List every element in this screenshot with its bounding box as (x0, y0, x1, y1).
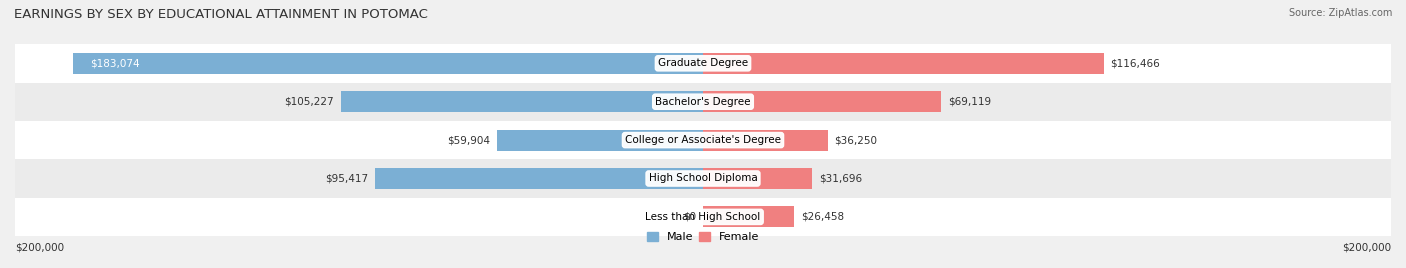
Text: $95,417: $95,417 (325, 173, 368, 184)
Bar (15, 121, 1391, 159)
Text: Graduate Degree: Graduate Degree (658, 58, 748, 68)
Bar (15, 198, 1391, 236)
Legend: Male, Female: Male, Female (647, 232, 759, 242)
Text: EARNINGS BY SEX BY EDUCATIONAL ATTAINMENT IN POTOMAC: EARNINGS BY SEX BY EDUCATIONAL ATTAINMEN… (14, 8, 427, 21)
Bar (342, 91, 703, 112)
Bar (375, 168, 703, 189)
Text: High School Diploma: High School Diploma (648, 173, 758, 184)
Bar (15, 44, 1391, 83)
Text: $0: $0 (683, 212, 696, 222)
Text: $200,000: $200,000 (1341, 243, 1391, 253)
Text: $183,074: $183,074 (90, 58, 141, 68)
Text: Bachelor's Degree: Bachelor's Degree (655, 97, 751, 107)
Text: Source: ZipAtlas.com: Source: ZipAtlas.com (1288, 8, 1392, 18)
Text: Less than High School: Less than High School (645, 212, 761, 222)
Text: $116,466: $116,466 (1111, 58, 1160, 68)
Text: $36,250: $36,250 (835, 135, 877, 145)
Text: $69,119: $69,119 (948, 97, 991, 107)
Bar (703, 53, 1104, 74)
Bar (15, 159, 1391, 198)
Text: $200,000: $200,000 (15, 243, 65, 253)
Text: $26,458: $26,458 (801, 212, 844, 222)
Bar (703, 129, 828, 151)
Bar (703, 206, 794, 228)
Text: $105,227: $105,227 (284, 97, 335, 107)
Bar (496, 129, 703, 151)
Bar (15, 83, 1391, 121)
Text: $59,904: $59,904 (447, 135, 491, 145)
Bar (703, 91, 941, 112)
Text: $31,696: $31,696 (818, 173, 862, 184)
Bar (703, 168, 813, 189)
Bar (73, 53, 703, 74)
Text: College or Associate's Degree: College or Associate's Degree (626, 135, 780, 145)
